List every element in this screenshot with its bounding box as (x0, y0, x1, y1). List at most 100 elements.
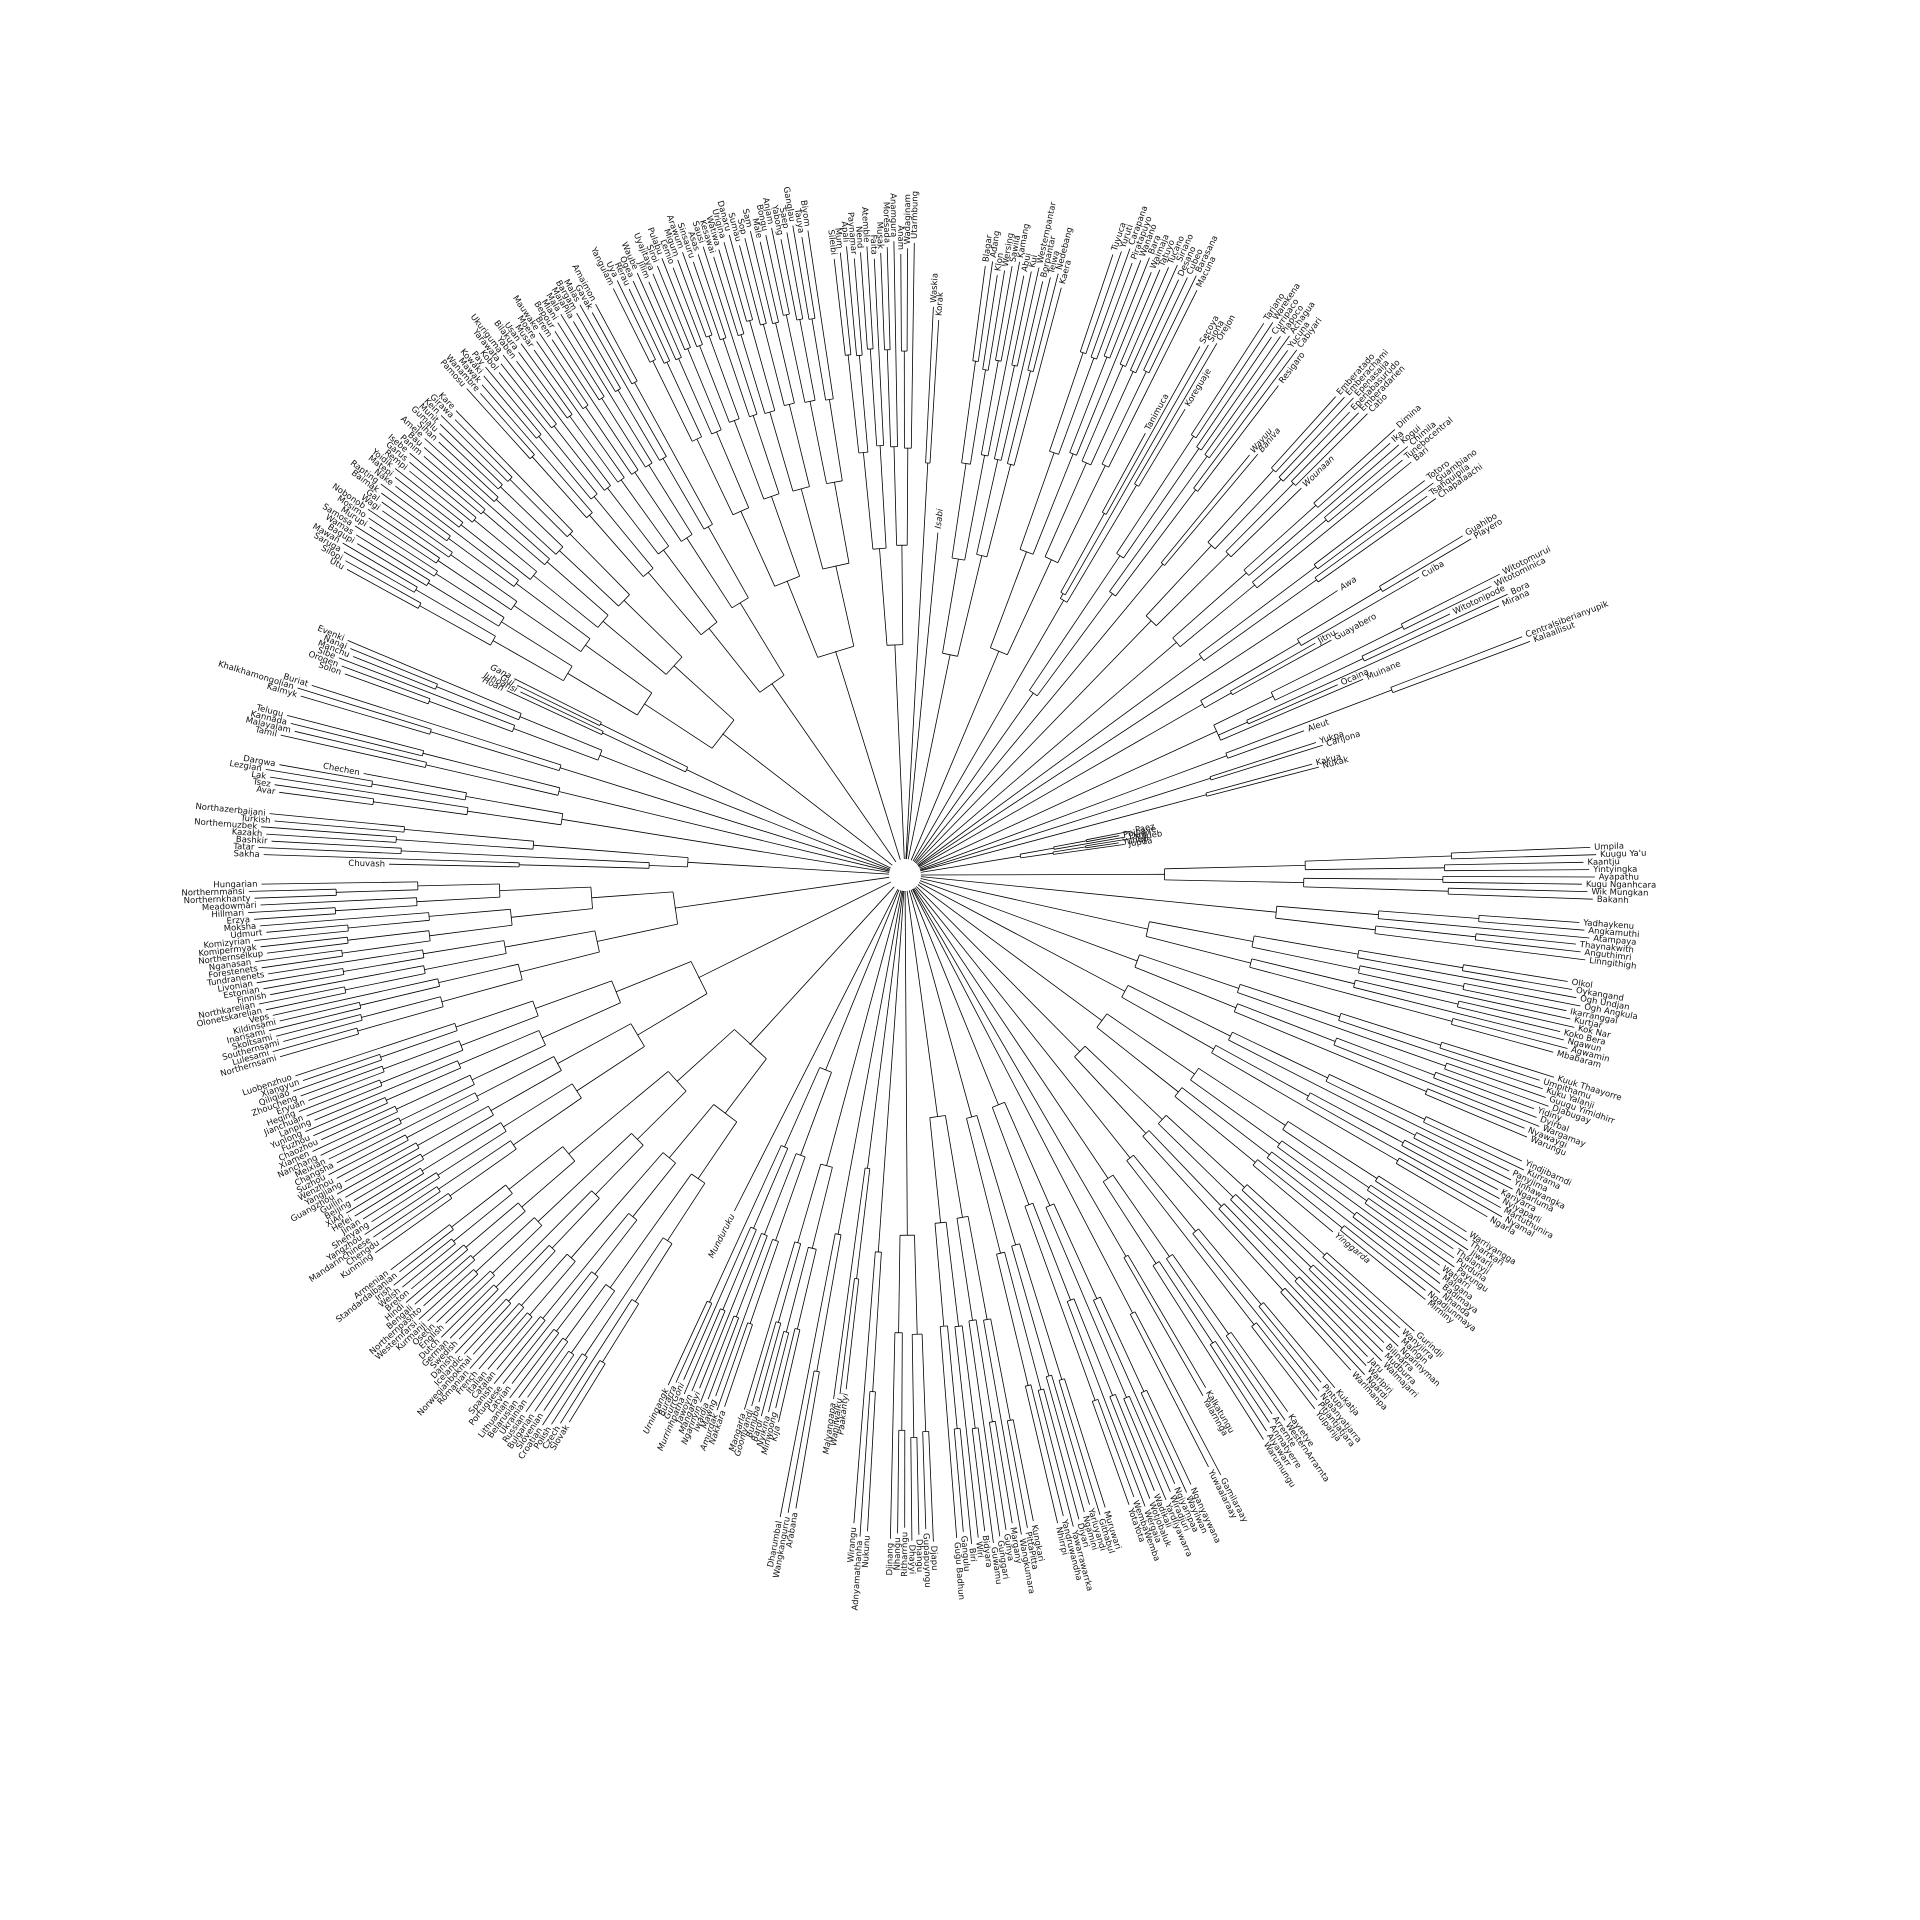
branch (775, 322, 795, 404)
tip-label: Waskia (929, 273, 940, 303)
branch (347, 919, 430, 929)
branch (1358, 972, 1571, 1020)
branch (982, 275, 998, 370)
branch (901, 1332, 903, 1431)
branch (396, 1074, 471, 1110)
branch (1000, 261, 1020, 362)
branch (1004, 1252, 1042, 1390)
branch (1359, 965, 1464, 987)
branch (1313, 480, 1425, 565)
branch (1032, 453, 1074, 555)
tip-label: Northernuzbek (194, 817, 258, 832)
branch (483, 375, 537, 439)
branch (416, 896, 500, 903)
branch (1064, 344, 1209, 595)
branch (797, 1163, 822, 1243)
branch (1463, 964, 1568, 982)
branch (496, 1316, 541, 1370)
branch (972, 266, 986, 361)
branch (280, 734, 426, 768)
branch (1251, 1322, 1257, 1327)
branch (975, 1319, 993, 1422)
branch (886, 247, 891, 350)
branch (1227, 730, 1305, 759)
branch (360, 985, 440, 1006)
branch (780, 239, 798, 321)
branch (662, 458, 705, 530)
branch (509, 1332, 560, 1399)
branch (775, 1328, 796, 1409)
branch (811, 1167, 833, 1249)
branch (977, 1427, 994, 1544)
branch (1126, 1160, 1255, 1325)
branch (1032, 273, 1059, 372)
branch (914, 887, 1131, 1159)
tip-label: Awa (1337, 575, 1358, 594)
branch (1451, 1024, 1554, 1053)
branch (1424, 1088, 1428, 1095)
branch (1129, 1314, 1209, 1468)
branch (312, 1111, 398, 1152)
branch (1322, 1256, 1401, 1329)
branch (415, 589, 496, 637)
branch (1086, 830, 1132, 841)
branch (410, 1244, 465, 1290)
branch (637, 993, 708, 1036)
branch (918, 882, 1126, 992)
branch (1174, 1096, 1256, 1163)
tip-label: Paakantyi (836, 1392, 851, 1435)
branch (1112, 1174, 1170, 1257)
branch (986, 464, 1012, 557)
branch (1213, 695, 1274, 726)
branch (1109, 1396, 1151, 1499)
branch (1148, 275, 1197, 373)
branch (953, 1428, 964, 1532)
branch (1134, 966, 1237, 1009)
branch (607, 487, 659, 555)
branch (990, 1318, 1011, 1421)
branch (1198, 1228, 1262, 1305)
branch (1435, 1071, 1535, 1110)
branch (1205, 792, 1208, 797)
branch (1109, 257, 1150, 359)
tip-label: Tamil (253, 725, 278, 740)
branch (1166, 1258, 1273, 1415)
branch (518, 1337, 564, 1399)
branch (1007, 370, 1031, 464)
branch (321, 1105, 396, 1141)
branch (1085, 251, 1122, 354)
branch (1054, 836, 1126, 850)
branch (529, 1261, 576, 1316)
branch (347, 930, 429, 941)
branch (336, 889, 418, 893)
branch (248, 907, 336, 913)
branch (1317, 482, 1434, 570)
branch (1361, 613, 1451, 657)
branch (286, 715, 424, 752)
branch (498, 484, 503, 490)
tip-label: Komizyrian (203, 936, 251, 951)
branch (652, 360, 693, 442)
branch (919, 730, 1217, 869)
branch (341, 665, 431, 700)
branch (916, 1437, 920, 1535)
tip-label: Kui (1028, 254, 1040, 269)
branch (600, 723, 688, 768)
branch (1401, 573, 1500, 625)
branch (785, 314, 806, 403)
branch (1313, 429, 1396, 504)
branch (826, 890, 902, 1166)
branch (1254, 935, 1359, 955)
branch (586, 512, 593, 519)
branch (685, 767, 689, 773)
branch (482, 511, 545, 566)
branch (760, 1331, 785, 1417)
branch (535, 980, 612, 1009)
branch (648, 281, 682, 358)
branch (520, 951, 600, 973)
branch (1125, 267, 1169, 367)
branch (1203, 579, 1317, 661)
branch (636, 272, 677, 360)
branch (561, 818, 890, 873)
branch (508, 1146, 564, 1190)
